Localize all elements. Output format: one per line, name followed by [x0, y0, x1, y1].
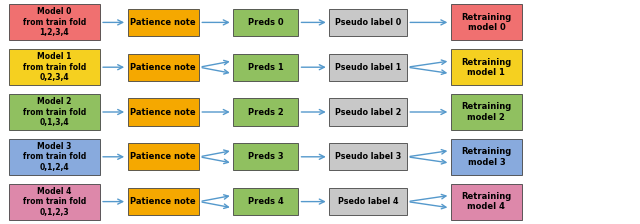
FancyBboxPatch shape [234, 54, 298, 81]
FancyBboxPatch shape [10, 184, 100, 220]
FancyBboxPatch shape [451, 139, 522, 175]
Text: Retraining
model 3: Retraining model 3 [461, 147, 511, 166]
FancyBboxPatch shape [451, 49, 522, 85]
FancyBboxPatch shape [128, 98, 198, 125]
Text: Psedo label 4: Psedo label 4 [338, 197, 398, 206]
FancyBboxPatch shape [329, 54, 407, 81]
FancyBboxPatch shape [128, 188, 198, 215]
FancyBboxPatch shape [329, 188, 407, 215]
Text: Patience note: Patience note [131, 108, 196, 116]
FancyBboxPatch shape [329, 9, 407, 36]
Text: Retraining
model 2: Retraining model 2 [461, 102, 511, 122]
Text: Model 0
from train fold
1,2,3,4: Model 0 from train fold 1,2,3,4 [23, 7, 86, 37]
Text: Patience note: Patience note [131, 18, 196, 27]
FancyBboxPatch shape [329, 143, 407, 170]
Text: Pseudo label 0: Pseudo label 0 [335, 18, 401, 27]
Text: Preds 2: Preds 2 [248, 108, 284, 116]
Text: Pseudo label 2: Pseudo label 2 [335, 108, 401, 116]
FancyBboxPatch shape [329, 98, 407, 125]
Text: Retraining
model 0: Retraining model 0 [461, 13, 511, 32]
FancyBboxPatch shape [10, 94, 100, 130]
Text: Model 1
from train fold
0,2,3,4: Model 1 from train fold 0,2,3,4 [23, 52, 86, 82]
FancyBboxPatch shape [234, 143, 298, 170]
Text: Preds 1: Preds 1 [248, 63, 284, 72]
Text: Patience note: Patience note [131, 197, 196, 206]
FancyBboxPatch shape [128, 143, 198, 170]
FancyBboxPatch shape [10, 139, 100, 175]
FancyBboxPatch shape [128, 54, 198, 81]
FancyBboxPatch shape [128, 9, 198, 36]
FancyBboxPatch shape [234, 188, 298, 215]
Text: Patience note: Patience note [131, 152, 196, 161]
Text: Pseudo label 3: Pseudo label 3 [335, 152, 401, 161]
FancyBboxPatch shape [234, 9, 298, 36]
FancyBboxPatch shape [234, 98, 298, 125]
FancyBboxPatch shape [10, 4, 100, 40]
Text: Retraining
model 1: Retraining model 1 [461, 58, 511, 77]
FancyBboxPatch shape [451, 4, 522, 40]
Text: Model 3
from train fold
0,1,2,4: Model 3 from train fold 0,1,2,4 [23, 142, 86, 172]
Text: Retraining
model 4: Retraining model 4 [461, 192, 511, 211]
FancyBboxPatch shape [10, 49, 100, 85]
Text: Model 2
from train fold
0,1,3,4: Model 2 from train fold 0,1,3,4 [23, 97, 86, 127]
Text: Preds 4: Preds 4 [248, 197, 284, 206]
Text: Model 4
from train fold
0,1,2,3: Model 4 from train fold 0,1,2,3 [23, 187, 86, 217]
Text: Preds 3: Preds 3 [248, 152, 284, 161]
FancyBboxPatch shape [451, 184, 522, 220]
Text: Patience note: Patience note [131, 63, 196, 72]
Text: Pseudo label 1: Pseudo label 1 [335, 63, 401, 72]
Text: Preds 0: Preds 0 [248, 18, 284, 27]
FancyBboxPatch shape [451, 94, 522, 130]
